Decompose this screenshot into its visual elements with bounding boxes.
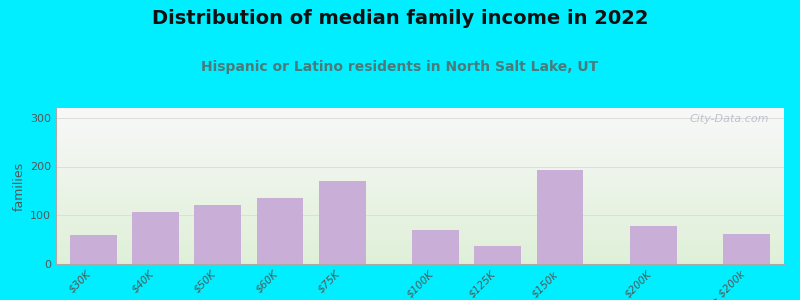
Bar [70, 235, 117, 264]
Bar [132, 212, 179, 264]
Bar [257, 198, 303, 264]
Bar [194, 205, 241, 264]
Text: Hispanic or Latino residents in North Salt Lake, UT: Hispanic or Latino residents in North Sa… [202, 60, 598, 74]
Bar [537, 170, 583, 264]
Bar [319, 181, 366, 264]
Bar [474, 246, 521, 264]
Bar [630, 226, 677, 264]
Bar [723, 234, 770, 264]
Text: Distribution of median family income in 2022: Distribution of median family income in … [152, 9, 648, 28]
Bar [412, 230, 459, 264]
Text: City-Data.com: City-Data.com [690, 114, 770, 124]
Y-axis label: families: families [13, 161, 26, 211]
